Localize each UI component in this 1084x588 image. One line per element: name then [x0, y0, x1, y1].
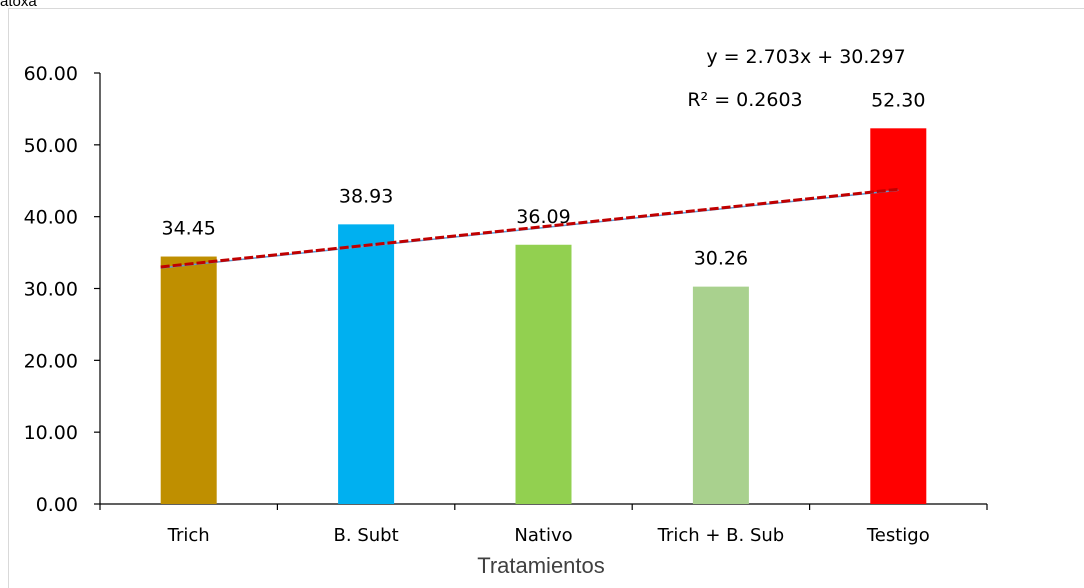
chart-frame: [8, 8, 1084, 588]
bar: [160, 256, 217, 504]
data-label: 52.30: [871, 89, 925, 111]
data-label: 38.93: [339, 185, 393, 207]
data-label: 30.26: [694, 248, 748, 270]
y-tick-label: 10.00: [24, 422, 78, 444]
y-tick-label: 0.00: [36, 494, 78, 516]
x-axis: Trich B. Subt Nativo Trich + B. Sub Testigo: [99, 503, 988, 546]
x-axis-label: Tratamientos: [477, 553, 605, 578]
y-tick-label: 40.00: [24, 207, 78, 229]
data-label: 36.09: [516, 206, 570, 228]
data-labels: 34.45 38.93 36.09 30.26 52.30: [161, 89, 925, 269]
trendline: [160, 187, 899, 269]
y-tick-label: 60.00: [24, 63, 78, 85]
bar: [692, 286, 749, 504]
x-tick-label: Trich: [167, 525, 210, 546]
data-label: 34.45: [161, 218, 215, 240]
corner-text: atoxa: [0, 0, 37, 10]
bar: [338, 224, 395, 504]
trendline-group: [160, 187, 899, 269]
y-tick-label: 20.00: [24, 350, 78, 372]
bars: [160, 128, 927, 505]
x-tick-label: Trich + B. Sub: [657, 525, 785, 546]
x-tick-label: Testigo: [866, 525, 930, 546]
trendline-r-squared: R² = 0.2603: [687, 89, 802, 111]
bar: [870, 128, 927, 505]
y-tick-label: 30.00: [24, 279, 78, 301]
bar: [515, 244, 572, 505]
trendline-equation: y = 2.703x + 30.297: [706, 46, 905, 68]
y-tick-label: 50.00: [24, 135, 78, 157]
y-axis: 0.00 10.00 20.00 30.00 40.00 50.00 60.00: [24, 63, 101, 516]
x-tick-label: Nativo: [514, 525, 572, 546]
x-tick-label: B. Subt: [334, 525, 399, 546]
